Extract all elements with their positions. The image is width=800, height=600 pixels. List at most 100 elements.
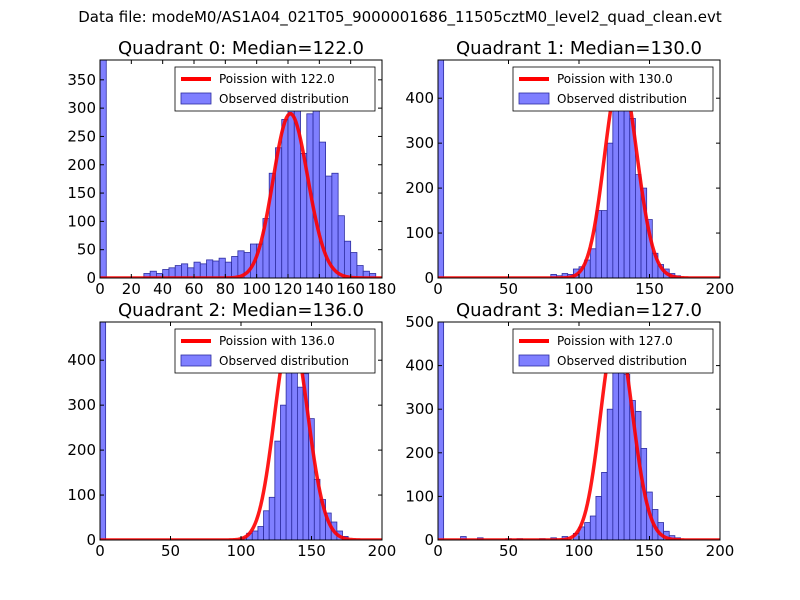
quadrant-2-data (100, 322, 382, 540)
histogram-bar (612, 365, 619, 540)
poisson-fit-line (438, 328, 720, 540)
x-tick-label: 140 (305, 280, 334, 298)
poisson-fit-line (100, 112, 382, 278)
legend-observed-label: Observed distribution (219, 92, 349, 106)
y-tick-label: 200 (405, 179, 434, 197)
y-tick-label: 400 (405, 357, 434, 375)
histogram-bar (100, 60, 107, 278)
x-tick-label: 150 (635, 542, 664, 560)
x-tick-label: 200 (368, 542, 397, 560)
x-tick-label: 50 (161, 542, 180, 560)
histogram-bar (584, 522, 591, 540)
figure-title: Data file: modeM0/AS1A04_021T05_90000016… (78, 8, 722, 26)
histogram-bar (193, 261, 201, 278)
histogram-bar (218, 257, 226, 278)
histogram-bar (199, 263, 207, 278)
histogram-bar (331, 172, 339, 278)
x-tick-label: 100 (227, 542, 256, 560)
x-tick-label: 0 (95, 280, 105, 298)
legend: Poission with 130.0 Observed distribution (512, 66, 714, 112)
histogram-bar (251, 530, 259, 540)
histogram-bar (268, 496, 276, 540)
y-tick-label: 150 (67, 184, 96, 202)
poisson-fit-line (438, 71, 720, 278)
histogram-bar (595, 495, 602, 540)
legend-bar-swatch (518, 354, 550, 367)
histogram-bar (274, 440, 281, 540)
histogram-bar (181, 263, 189, 278)
x-tick-label: 80 (216, 280, 235, 298)
histogram-bar (601, 472, 608, 540)
x-tick-label: 50 (499, 542, 518, 560)
histogram-bar (174, 265, 182, 278)
quadrant-2-panel: 0 50 100 150 200 0 100 200 300 400 Quadrant 2: Med… (67, 300, 396, 560)
histogram-bar (343, 240, 352, 278)
legend-observed-label: Observed distribution (219, 354, 349, 368)
quadrant-0-panel: 0 20 40 60 80 100 120 140 160 1800501001502002503… (67, 38, 396, 298)
quadrant-1-panel: 0 50 100 150 200 0 100 200 300 400 Quadrant 1: Med… (405, 38, 734, 298)
histogram-bar (281, 119, 289, 278)
panel-title: Quadrant 1: Median=130.0 (456, 38, 702, 59)
histogram-bar (618, 102, 625, 278)
histogram-bar (224, 261, 232, 278)
y-tick-label: 100 (405, 224, 434, 242)
x-tick-label: 100 (242, 280, 271, 298)
legend-bar-swatch (180, 354, 212, 367)
histogram-bar (312, 102, 320, 278)
histogram-bar (601, 210, 608, 278)
y-tick-label: 400 (405, 89, 434, 107)
panel-title: Quadrant 2: Median=136.0 (118, 300, 364, 321)
legend-observed-label: Observed distribution (557, 92, 687, 106)
axes-frame (99, 59, 383, 279)
panel-title: Quadrant 0: Median=122.0 (118, 38, 364, 59)
histogram-bar (623, 106, 631, 278)
x-tick-label: 150 (297, 542, 326, 560)
x-tick-label: 60 (184, 280, 203, 298)
histogram-bar (589, 248, 597, 278)
x-tick-label: 100 (565, 542, 594, 560)
y-tick-label: 300 (67, 396, 96, 414)
y-tick-label: 500 (405, 313, 434, 331)
quadrant-3-panel: 0 50 100 150 200 0 100 200 300 400 500 Quadrant 3: … (405, 300, 734, 560)
y-tick-label: 300 (405, 134, 434, 152)
histogram-bar (263, 510, 270, 540)
y-tick-label: 0 (86, 269, 96, 287)
y-tick-label: 200 (67, 156, 96, 174)
x-tick-label: 200 (706, 542, 735, 560)
legend-bar-swatch (518, 92, 550, 105)
y-tick-label: 100 (405, 487, 434, 505)
histogram-bar (623, 373, 631, 540)
histogram-bar (318, 141, 327, 278)
x-tick-label: 160 (336, 280, 365, 298)
histogram-bar (206, 259, 214, 278)
y-tick-label: 0 (86, 531, 96, 549)
histogram-bar (231, 256, 239, 278)
histogram-bar (606, 408, 614, 540)
histogram-bar (606, 142, 614, 278)
x-tick-label: 0 (433, 542, 443, 560)
histogram-bar (337, 215, 345, 278)
legend-fit-label: Poission with 130.0 (557, 72, 673, 86)
histogram-bar (438, 60, 445, 278)
x-tick-label: 120 (274, 280, 303, 298)
histogram-bar (287, 104, 295, 278)
histogram-bar (100, 322, 107, 540)
histogram-bar (280, 404, 287, 540)
x-tick-label: 100 (565, 280, 594, 298)
y-tick-label: 250 (67, 127, 96, 145)
legend-observed-label: Observed distribution (557, 354, 687, 368)
x-tick-label: 150 (635, 280, 664, 298)
y-tick-label: 100 (67, 486, 96, 504)
y-tick-label: 400 (67, 351, 96, 369)
histogram-bar (285, 368, 293, 540)
y-tick-label: 0 (424, 531, 434, 549)
y-tick-label: 200 (67, 441, 96, 459)
y-tick-label: 50 (77, 241, 96, 259)
quadrant-3-data (438, 322, 720, 540)
y-tick-label: 100 (67, 212, 96, 230)
y-tick-label: 300 (405, 400, 434, 418)
histogram-bar (350, 252, 358, 278)
histogram-bar (589, 515, 597, 540)
